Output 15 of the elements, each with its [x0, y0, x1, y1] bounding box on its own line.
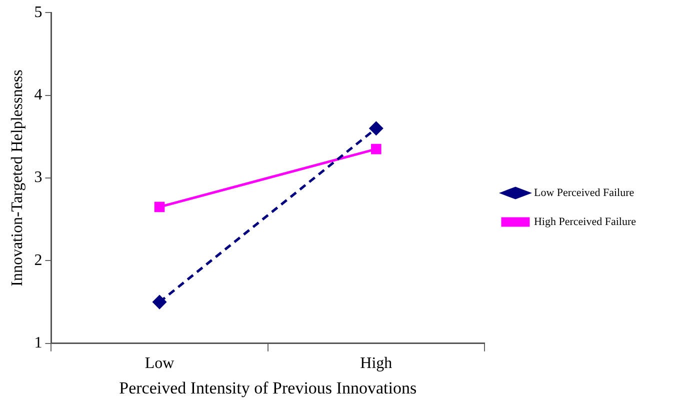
point	[154, 202, 165, 212]
y-tick-label: 2	[34, 252, 42, 269]
y-tick-label: 1	[34, 334, 42, 352]
y-tick-label: 3	[34, 169, 42, 186]
x-tick-label: Low	[144, 355, 175, 372]
legend-label: High Perceived Failure	[534, 216, 636, 228]
x-axis-title: Perceived Intensity of Previous Innovations	[119, 378, 417, 398]
y-tick-label: 4	[34, 86, 42, 104]
x-tick-label: High	[360, 355, 392, 372]
y-tick-label: 5	[34, 4, 42, 21]
point	[152, 295, 166, 309]
point	[369, 122, 383, 136]
y-axis-title: Innovation-Targeted Helplessness	[8, 70, 26, 286]
legend-label: Low Perceived Failure	[534, 186, 634, 199]
point	[371, 144, 382, 154]
